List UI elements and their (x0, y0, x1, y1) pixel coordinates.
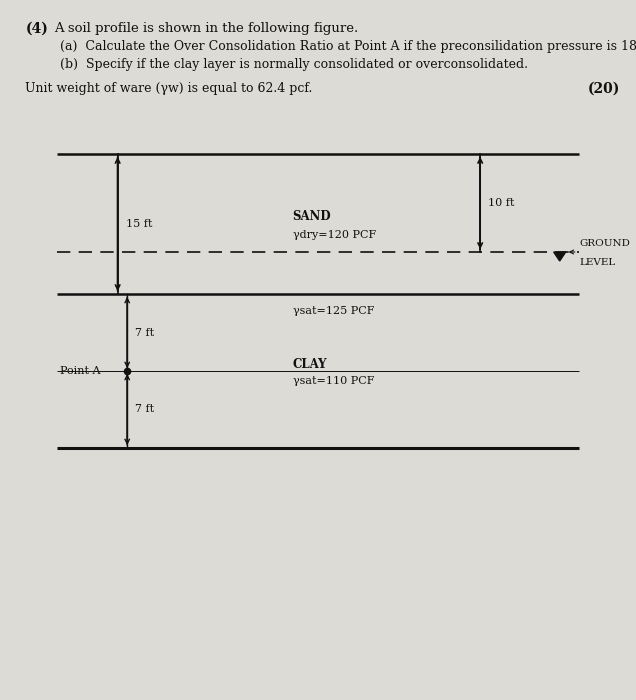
Text: 10 ft: 10 ft (488, 198, 515, 208)
Text: γsat=125 PCF: γsat=125 PCF (293, 307, 374, 316)
Text: γdry=120 PCF: γdry=120 PCF (293, 230, 376, 239)
Text: GROUND: GROUND (579, 239, 630, 248)
Text: LEVEL: LEVEL (579, 258, 616, 267)
Text: (a)  Calculate the Over Consolidation Ratio at Point A if the preconsilidation p: (a) Calculate the Over Consolidation Rat… (60, 40, 636, 53)
Text: Point A: Point A (60, 366, 101, 376)
Text: (20): (20) (588, 82, 620, 96)
Text: γsat=110 PCF: γsat=110 PCF (293, 377, 374, 386)
Text: CLAY: CLAY (293, 358, 327, 370)
Text: SAND: SAND (293, 211, 331, 223)
Text: 15 ft: 15 ft (126, 219, 152, 229)
Polygon shape (554, 252, 565, 261)
Text: 7 ft: 7 ft (135, 405, 155, 414)
Text: (4): (4) (25, 22, 48, 36)
Text: Unit weight of ware (γw) is equal to 62.4 pcf.: Unit weight of ware (γw) is equal to 62.… (25, 82, 313, 95)
Text: (b)  Specify if the clay layer is normally consolidated or overconsolidated.: (b) Specify if the clay layer is normall… (60, 58, 529, 71)
Text: 7 ft: 7 ft (135, 328, 155, 337)
Text: A soil profile is shown in the following figure.: A soil profile is shown in the following… (54, 22, 358, 35)
